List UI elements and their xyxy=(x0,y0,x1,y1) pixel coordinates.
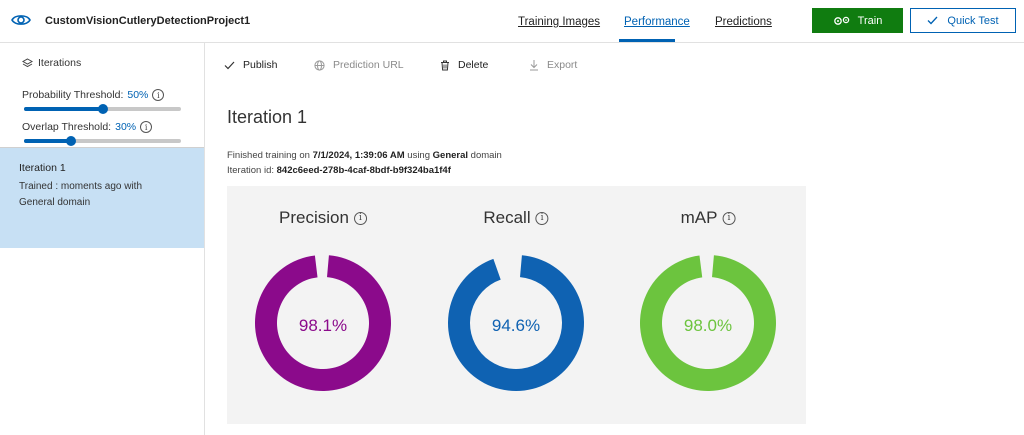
iteration-name: Iteration 1 xyxy=(19,162,66,174)
overlap-slider-fill xyxy=(24,139,72,143)
training-info-using: using xyxy=(407,150,430,161)
download-icon xyxy=(530,60,538,71)
precision-donut-chart xyxy=(255,255,391,391)
info-icon[interactable]: i xyxy=(152,89,165,101)
donut-arc xyxy=(448,255,584,391)
recall-label: Recall xyxy=(483,208,531,227)
quick-test-button[interactable]: Quick Test xyxy=(910,8,1016,33)
info-icon[interactable]: i xyxy=(535,211,549,225)
iteration-list-item[interactable]: Iteration 1 Trained : moments ago with G… xyxy=(0,148,204,248)
globe-icon xyxy=(314,59,325,71)
export-label: Export xyxy=(547,59,578,71)
probability-slider-fill xyxy=(24,107,103,111)
checkmark-icon xyxy=(927,16,938,25)
probability-threshold-text: Probability Threshold: xyxy=(22,89,124,101)
active-tab-indicator xyxy=(619,39,675,42)
precision-value: 98.1% xyxy=(298,316,348,335)
project-title: CustomVisionCutleryDetectionProject1 xyxy=(45,15,251,27)
recall-donut-chart xyxy=(448,255,584,391)
donut-arc xyxy=(640,255,776,391)
iterations-heading-label: Iterations xyxy=(38,57,82,69)
info-icon[interactable]: i xyxy=(722,211,736,225)
train-label: Train xyxy=(857,14,883,27)
prediction-url-button[interactable]: Prediction URL xyxy=(314,59,404,71)
info-icon[interactable]: i xyxy=(140,121,153,133)
probability-threshold-value: 50% xyxy=(127,89,149,101)
overlap-threshold-label: Overlap Threshold: 30% i xyxy=(22,121,153,133)
overlap-slider-handle[interactable] xyxy=(66,136,77,146)
export-button[interactable]: Export xyxy=(529,59,577,71)
trash-icon xyxy=(441,60,449,70)
eye-icon xyxy=(11,15,31,25)
precision-title: Precision i xyxy=(279,208,367,228)
tab-predictions[interactable]: Predictions xyxy=(715,16,772,28)
iteration-title: Iteration 1 xyxy=(227,107,308,127)
training-info: Finished training on 7/1/2024, 1:39:06 A… xyxy=(227,150,502,161)
checkmark-icon xyxy=(224,61,235,69)
iteration-id-label: Iteration id: xyxy=(227,165,274,176)
overlap-threshold-text: Overlap Threshold: xyxy=(22,121,112,133)
delete-label: Delete xyxy=(458,59,489,71)
top-bar: CustomVisionCutleryDetectionProject1 Tra… xyxy=(0,0,1024,43)
iteration-id-line: Iteration id: 842c6eed-278b-4caf-8bdf-b9… xyxy=(227,165,451,176)
gears-icon xyxy=(833,16,849,25)
layers-icon xyxy=(22,57,33,67)
training-date: 7/1/2024, 1:39:06 AM xyxy=(312,150,405,161)
tab-training-images[interactable]: Training Images xyxy=(518,16,601,28)
iteration-id-value: 842c6eed-278b-4caf-8bdf-b9f324ba1f4f xyxy=(276,165,451,176)
map-value: 98.0% xyxy=(683,316,733,335)
metrics-panel: Precision i Recall i mAP i 98.1% 94.6% 9… xyxy=(227,186,806,424)
publish-button[interactable]: Publish xyxy=(224,59,277,71)
map-donut-chart xyxy=(640,255,776,391)
overlap-threshold-slider[interactable] xyxy=(24,136,181,146)
iterations-sidebar: Iterations Probability Threshold: 50% i … xyxy=(0,43,205,435)
tab-performance[interactable]: Performance xyxy=(624,16,690,28)
training-domain: General xyxy=(432,150,469,161)
iteration-description: Trained : moments ago with General domai… xyxy=(19,181,143,208)
prediction-url-label: Prediction URL xyxy=(333,59,404,71)
delete-button[interactable]: Delete xyxy=(440,59,488,71)
probability-threshold-slider[interactable] xyxy=(24,104,181,114)
overlap-threshold-value: 30% xyxy=(115,121,137,133)
training-info-prefix: Finished training on xyxy=(227,150,310,161)
quick-test-label: Quick Test xyxy=(947,14,999,27)
donut-arc xyxy=(255,255,391,391)
recall-value: 94.6% xyxy=(491,316,541,335)
train-button[interactable]: Train xyxy=(812,8,903,33)
training-info-suffix: domain xyxy=(470,150,502,161)
info-icon[interactable]: i xyxy=(353,211,367,225)
iterations-heading: Iterations xyxy=(22,57,81,69)
map-title: mAP i xyxy=(681,208,736,228)
probability-threshold-label: Probability Threshold: 50% i xyxy=(22,89,165,101)
map-label: mAP xyxy=(680,208,718,227)
probability-slider-handle[interactable] xyxy=(97,104,108,114)
publish-label: Publish xyxy=(243,59,278,71)
recall-title: Recall i xyxy=(483,208,549,228)
precision-label: Precision xyxy=(279,208,349,227)
sidebar-divider xyxy=(0,147,204,148)
